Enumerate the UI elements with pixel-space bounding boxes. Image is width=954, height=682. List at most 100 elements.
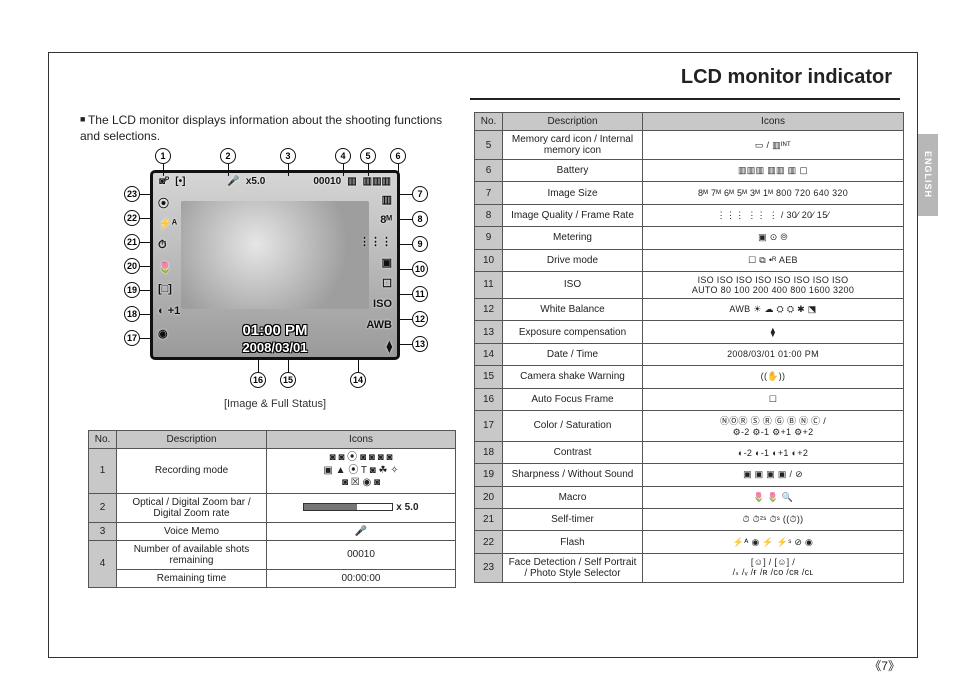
callout-number: 3 (280, 148, 296, 164)
lcd-counter: 00010 (313, 176, 341, 187)
callout-line (400, 244, 412, 245)
lcd-mode-icon: ◙ᴾ (159, 176, 169, 187)
callout-number: 1 (155, 148, 171, 164)
lcd-left-icon: [□] (158, 283, 172, 295)
cell-no: 22 (475, 531, 503, 553)
cell-no: 2 (89, 493, 117, 522)
cell-icons: ◙ ◙ ⦿ ◙ ◙ ◙ ◙▣ ▲ ⦿ T ◙ ☘ ✧◙ ☒ ◉ ◙ (267, 449, 456, 494)
lcd-left-icon: ⦿ (158, 195, 169, 211)
callout-number: 10 (412, 261, 428, 277)
cell-desc: Macro (503, 486, 643, 508)
lcd-time: 01:00 PM (153, 322, 397, 339)
page-title: LCD monitor indicator (681, 66, 892, 89)
cell-desc: Date / Time (503, 343, 643, 365)
cell-icons: ▭ / ▥ᴵᴺᵀ (643, 131, 904, 160)
lcd-diagram: ◙ᴾ [•] 🎤 x5.0 00010 ▥ ▥▥▥ ⦿⚡ᴬ⏱🌷[□]◐ +1◉ … (120, 150, 430, 410)
callout-line (140, 290, 152, 291)
cell-no: 21 (475, 509, 503, 531)
lcd-face-icon: [•] (175, 176, 185, 187)
lcd-right-icon: ⋮⋮⋮ (359, 235, 392, 248)
th-icons: Icons (267, 431, 456, 449)
cell-no: 20 (475, 486, 503, 508)
cell-no: 19 (475, 464, 503, 486)
cell-desc: Drive mode (503, 249, 643, 271)
cell-icons: AWB ☀ ☁ ⛭ ⛭ ✱ ⬔ (643, 298, 904, 320)
cell-no: 6 (475, 160, 503, 182)
callout-line (368, 164, 369, 176)
cell-icons: ⏱ ⏱²ˢ ⏱ˢ ((⏱)) (643, 509, 904, 531)
callout-line (288, 164, 289, 176)
cell-no: 3 (89, 522, 117, 540)
page-number: 《7》 (869, 657, 900, 674)
lcd-top-row: ◙ᴾ [•] 🎤 x5.0 00010 ▥ ▥▥▥ (159, 176, 391, 187)
lcd-left-icon: 🌷 (158, 261, 172, 274)
callout-line (140, 242, 152, 243)
callout-line (400, 344, 412, 345)
cell-desc: Flash (503, 531, 643, 553)
callout-number: 8 (412, 211, 428, 227)
callout-line (400, 269, 412, 270)
left-table: No. Description Icons 1Recording mode◙ ◙… (88, 430, 456, 588)
th-desc: Description (503, 113, 643, 131)
callout-line (398, 164, 399, 176)
callout-number: 14 (350, 372, 366, 388)
lcd-photo-area (181, 201, 369, 309)
cell-icons: ⋮⋮⋮ ⋮⋮ ⋮ / 30⁄ 20⁄ 15⁄ (643, 204, 904, 226)
cell-icons: ▣ ⊙ ⦾ (643, 227, 904, 249)
th-no: No. (89, 431, 117, 449)
lcd-card-icon: ▥ (347, 176, 356, 187)
title-underline (470, 98, 900, 100)
cell-desc: White Balance (503, 298, 643, 320)
cell-desc: Image Quality / Frame Rate (503, 204, 643, 226)
cell-desc: Image Size (503, 182, 643, 204)
cell-no: 16 (475, 388, 503, 410)
callout-line (163, 164, 164, 176)
lcd-mic-icon: 🎤 (227, 176, 239, 187)
callout-line (258, 360, 259, 372)
callout-number: 4 (335, 148, 351, 164)
callout-number: 17 (124, 330, 140, 346)
cell-no: 14 (475, 343, 503, 365)
callout-number: 9 (412, 236, 428, 252)
lcd-date: 2008/03/01 (153, 340, 397, 355)
cell-icons: 00010 (267, 540, 456, 569)
cell-no: 7 (475, 182, 503, 204)
lcd-battery-icon: ▥▥▥ (363, 176, 391, 187)
callout-number: 15 (280, 372, 296, 388)
lcd-zoom-text: x5.0 (246, 176, 265, 187)
lcd-right-icon: ☐ (382, 277, 392, 290)
cell-icons: x 5.0 (267, 493, 456, 522)
cell-icons: ◐-2 ◐-1 ◐+1 ◐+2 (643, 441, 904, 463)
cell-desc: Remaining time (117, 569, 267, 587)
callout-line (140, 218, 152, 219)
th-desc: Description (117, 431, 267, 449)
lcd-right-icon: ▥ (382, 193, 392, 206)
language-tab: ENGLISH (918, 134, 938, 216)
cell-no: 18 (475, 441, 503, 463)
callout-line (228, 164, 229, 176)
cell-icons: ((✋)) (643, 366, 904, 388)
language-tab-label: ENGLISH (923, 151, 933, 198)
cell-no: 23 (475, 553, 503, 582)
callout-number: 7 (412, 186, 428, 202)
cell-icons: 00:00:00 (267, 569, 456, 587)
cell-desc: Face Detection / Self Portrait / Photo S… (503, 553, 643, 582)
cell-no: 8 (475, 204, 503, 226)
cell-no: 10 (475, 249, 503, 271)
cell-desc: Memory card icon / Internal memory icon (503, 131, 643, 160)
diagram-caption: [Image & Full Status] (120, 398, 430, 410)
cell-icons: ⧫ (643, 321, 904, 343)
cell-desc: Auto Focus Frame (503, 388, 643, 410)
callout-line (400, 319, 412, 320)
callout-line (400, 219, 412, 220)
cell-desc: Contrast (503, 441, 643, 463)
cell-desc: Voice Memo (117, 522, 267, 540)
lcd-right-icon: ▣ (382, 256, 392, 269)
callout-line (400, 294, 412, 295)
cell-desc: Metering (503, 227, 643, 249)
th-no: No. (475, 113, 503, 131)
cell-desc: Optical / Digital Zoom bar / Digital Zoo… (117, 493, 267, 522)
cell-desc: Recording mode (117, 449, 267, 494)
cell-no: 12 (475, 298, 503, 320)
cell-no: 17 (475, 410, 503, 441)
